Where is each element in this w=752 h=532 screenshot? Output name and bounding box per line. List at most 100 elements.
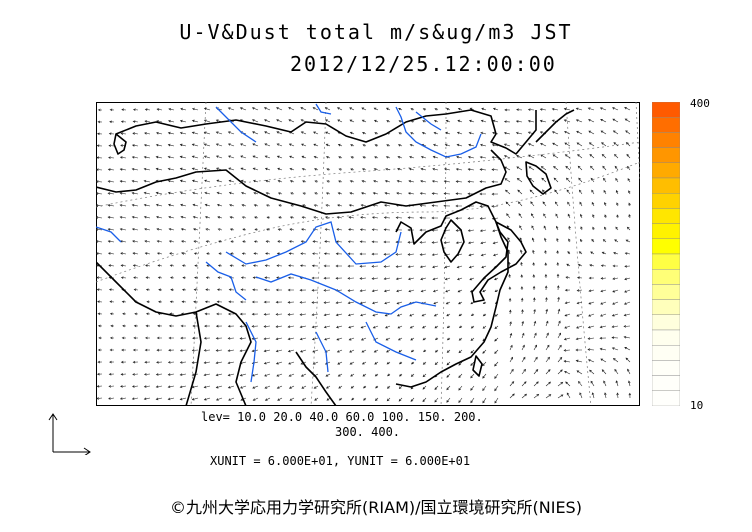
wind-vector — [96, 288, 103, 292]
wind-vector — [457, 107, 463, 111]
wind-vector — [145, 264, 151, 267]
wind-vector — [398, 349, 403, 353]
wind-vector — [397, 144, 403, 147]
wind-vector — [505, 189, 511, 195]
wind-vector — [516, 155, 523, 159]
wind-vector — [564, 325, 571, 329]
wind-vector — [229, 228, 235, 231]
wind-vector — [204, 300, 211, 304]
wind-vector — [433, 143, 439, 147]
wind-vector — [109, 300, 115, 304]
wind-vector — [604, 214, 607, 219]
wind-vector — [107, 228, 115, 231]
wind-vector — [509, 344, 513, 351]
wind-vector — [521, 393, 527, 399]
wind-vector — [576, 142, 583, 147]
wind-vector — [470, 325, 475, 329]
wind-vector — [313, 143, 319, 147]
wind-vector — [251, 325, 259, 328]
wind-vector — [545, 381, 551, 387]
wind-vector — [217, 276, 223, 280]
wind-vector — [383, 289, 391, 293]
colorbar-segment — [652, 268, 680, 285]
wind-vector — [557, 369, 563, 375]
wind-vector — [167, 167, 175, 171]
wind-vector — [252, 155, 259, 159]
wind-vector — [539, 108, 547, 111]
wind-vector — [299, 313, 307, 316]
wind-vector — [239, 107, 247, 111]
wind-vector — [119, 216, 127, 219]
wind-vector — [325, 156, 331, 159]
wind-vector — [204, 324, 211, 328]
wind-vector — [568, 225, 571, 231]
wind-vector — [167, 361, 175, 364]
wind-vector — [455, 180, 463, 183]
wind-vector — [592, 214, 595, 219]
wind-vector — [122, 324, 127, 328]
wind-vector — [557, 296, 560, 303]
wind-vector — [600, 264, 607, 267]
wind-vector — [422, 337, 427, 341]
wind-vector — [338, 156, 343, 159]
wind-vector — [420, 180, 427, 183]
colorbar-segment — [652, 162, 680, 179]
wind-vector — [624, 347, 631, 351]
wind-vector — [494, 397, 499, 404]
wind-vector — [611, 313, 619, 317]
colorbar-segment — [652, 147, 680, 163]
wind-vector — [556, 238, 559, 243]
wind-vector — [492, 241, 499, 245]
wind-vector — [168, 215, 175, 219]
wind-vector — [410, 132, 415, 135]
wind-vector — [458, 361, 463, 366]
wind-vector — [336, 337, 343, 341]
wind-vector — [227, 143, 235, 147]
wind-vector — [240, 167, 247, 171]
wind-vector — [97, 120, 103, 124]
wind-vector — [240, 300, 247, 304]
wind-vector — [482, 301, 487, 305]
wind-vector — [383, 240, 390, 244]
wind-vector — [170, 288, 175, 292]
wind-vector — [458, 301, 463, 305]
wind-vector — [347, 240, 355, 243]
wind-vector — [409, 325, 415, 329]
wind-vector — [361, 180, 367, 183]
wind-vector — [313, 385, 319, 389]
wind-vector — [494, 373, 499, 379]
wind-vector — [491, 156, 499, 159]
wind-vector — [156, 108, 163, 111]
wind-vector — [373, 180, 379, 183]
wind-vector — [131, 397, 139, 400]
wind-vector — [215, 397, 223, 401]
wind-vector — [492, 229, 499, 233]
wind-vector — [215, 336, 223, 340]
wind-vector — [434, 385, 439, 390]
wind-vector — [288, 119, 295, 123]
wind-vector — [203, 397, 211, 401]
wind-vector — [252, 167, 259, 171]
wind-vector — [338, 385, 343, 389]
wind-vector — [193, 240, 199, 243]
wind-vector — [156, 228, 163, 231]
wind-vector — [143, 203, 151, 207]
wind-vector — [627, 178, 631, 183]
wind-vector — [131, 144, 139, 147]
wind-vector — [589, 369, 595, 375]
wind-vector — [97, 312, 103, 316]
wind-vector — [576, 301, 583, 305]
wind-vector — [396, 301, 403, 305]
wind-vector — [396, 179, 403, 183]
wind-vector — [616, 392, 619, 399]
wind-vector — [191, 131, 199, 135]
wind-vector — [407, 216, 415, 220]
wind-vector — [544, 273, 548, 279]
wind-vector — [446, 373, 451, 378]
wind-vector — [446, 361, 451, 366]
wind-vector — [624, 264, 631, 268]
wind-vector — [480, 253, 487, 257]
wind-vector — [361, 168, 367, 171]
wind-vector — [578, 251, 583, 255]
wind-vector — [275, 325, 283, 328]
